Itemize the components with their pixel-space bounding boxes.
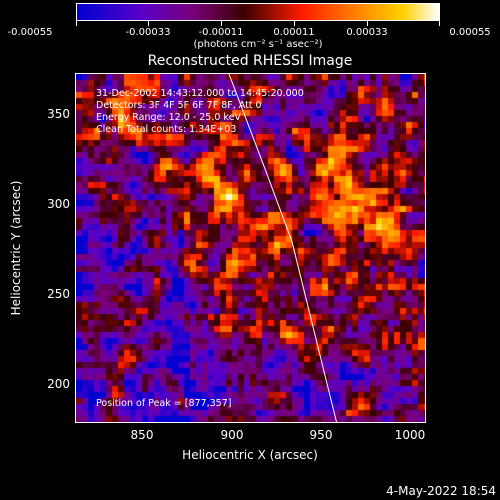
limb-line: [228, 74, 338, 422]
timestamp: 4-May-2022 18:54: [386, 484, 496, 498]
x-tick-label: 850: [130, 428, 154, 442]
colorbar-tick-label: 0.00033: [346, 27, 388, 38]
colorbar-tick-label: -0.00033: [125, 27, 171, 38]
colorbar-unit: (photons cm⁻² s⁻¹ asec⁻²): [193, 39, 323, 50]
colorbar-tick: [148, 20, 149, 26]
y-tick-label: 350: [47, 107, 70, 121]
y-axis-title: Heliocentric Y (arcsec): [9, 180, 23, 316]
colorbar-tick-label: 0.00055: [449, 27, 491, 38]
colorbar-tick: [221, 20, 222, 26]
y-tick-label: 300: [47, 197, 70, 211]
y-tick-label: 250: [47, 287, 70, 301]
colorbar-tick-label: 0.00011: [273, 27, 315, 38]
colorbar-tick: [367, 20, 368, 26]
info-time: 31-Dec-2002 14:43:12.000 to 14:45:20.000: [96, 88, 304, 99]
colorbar-tick-label: -0.00055: [7, 27, 53, 38]
colorbar: [76, 3, 440, 21]
info-energy: Energy Range: 12.0 - 25.0 keV: [96, 112, 241, 123]
colorbar-tick: [76, 20, 77, 26]
info-detectors: Detectors: 3F 4F 5F 6F 7F 8F, Att 0: [96, 100, 262, 111]
plot-area: 31-Dec-2002 14:43:12.000 to 14:45:20.000…: [75, 73, 426, 423]
colorbar-tick: [294, 20, 295, 26]
info-counts: Clean Total counts: 1.34E+03: [96, 124, 237, 135]
colorbar-tick: [439, 20, 440, 26]
solar-limb-curve: [228, 74, 338, 422]
x-axis-title: Heliocentric X (arcsec): [182, 448, 318, 462]
x-tick-label: 1000: [394, 428, 426, 442]
x-tick-label: 950: [309, 428, 333, 442]
chart-title: Reconstructed RHESSI Image: [147, 53, 353, 69]
x-tick-label: 900: [220, 428, 244, 442]
y-tick-label: 200: [47, 377, 70, 391]
info-peak: Position of Peak = [877,357]: [96, 398, 232, 409]
colorbar-tick-label: -0.00011: [198, 27, 244, 38]
